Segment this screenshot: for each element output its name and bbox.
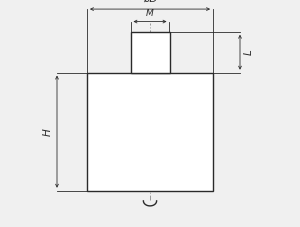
Text: øD: øD [143,0,157,3]
Bar [87,73,213,191]
Text: M: M [146,9,154,18]
Text: H: H [43,128,53,136]
Bar [130,32,170,73]
Text: L: L [244,49,254,55]
